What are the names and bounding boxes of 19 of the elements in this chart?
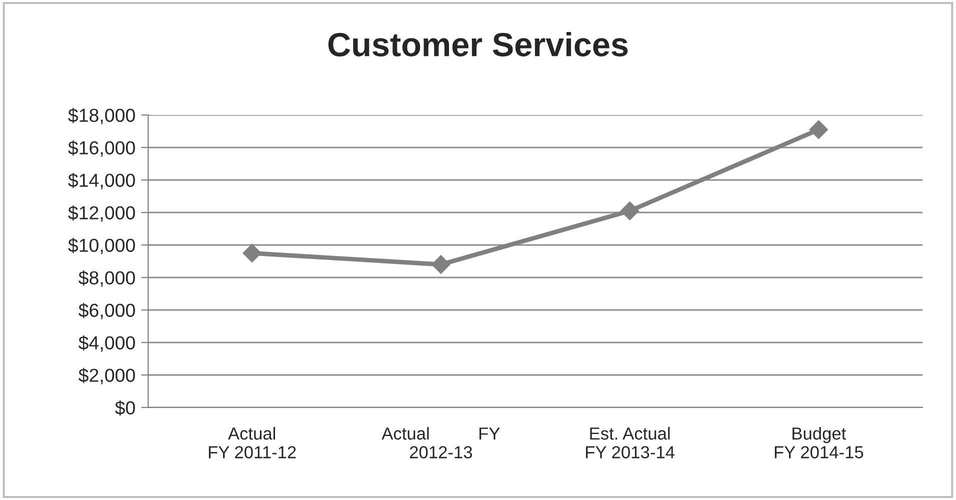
y-tick-label: $16,000 xyxy=(68,140,135,157)
y-tick-label: $10,000 xyxy=(68,238,135,254)
x-tick-label: Actual FY 2012-13 xyxy=(382,426,500,458)
point xyxy=(620,202,640,220)
y-tick-label: $6,000 xyxy=(78,302,135,320)
chart-title: Customer Services xyxy=(328,32,628,56)
point xyxy=(242,244,262,262)
y-tick-label: $0 xyxy=(115,400,135,416)
point xyxy=(432,255,450,274)
y-tick-label: $18,000 xyxy=(68,108,135,124)
y-tick-label: $4,000 xyxy=(78,335,135,352)
y-tick-label: $2,000 xyxy=(78,368,135,384)
y-tick-label: $12,000 xyxy=(68,205,135,222)
x-tick-label: Est. Actual FY 2013-14 xyxy=(586,426,674,458)
x-tick-label: Budget FY 2014-15 xyxy=(774,426,864,458)
y-tick-label: $8,000 xyxy=(78,270,135,287)
y-tick-label: $14,000 xyxy=(68,172,135,190)
point xyxy=(809,120,828,139)
x-tick-label: Actual FY 2011-12 xyxy=(208,426,296,458)
